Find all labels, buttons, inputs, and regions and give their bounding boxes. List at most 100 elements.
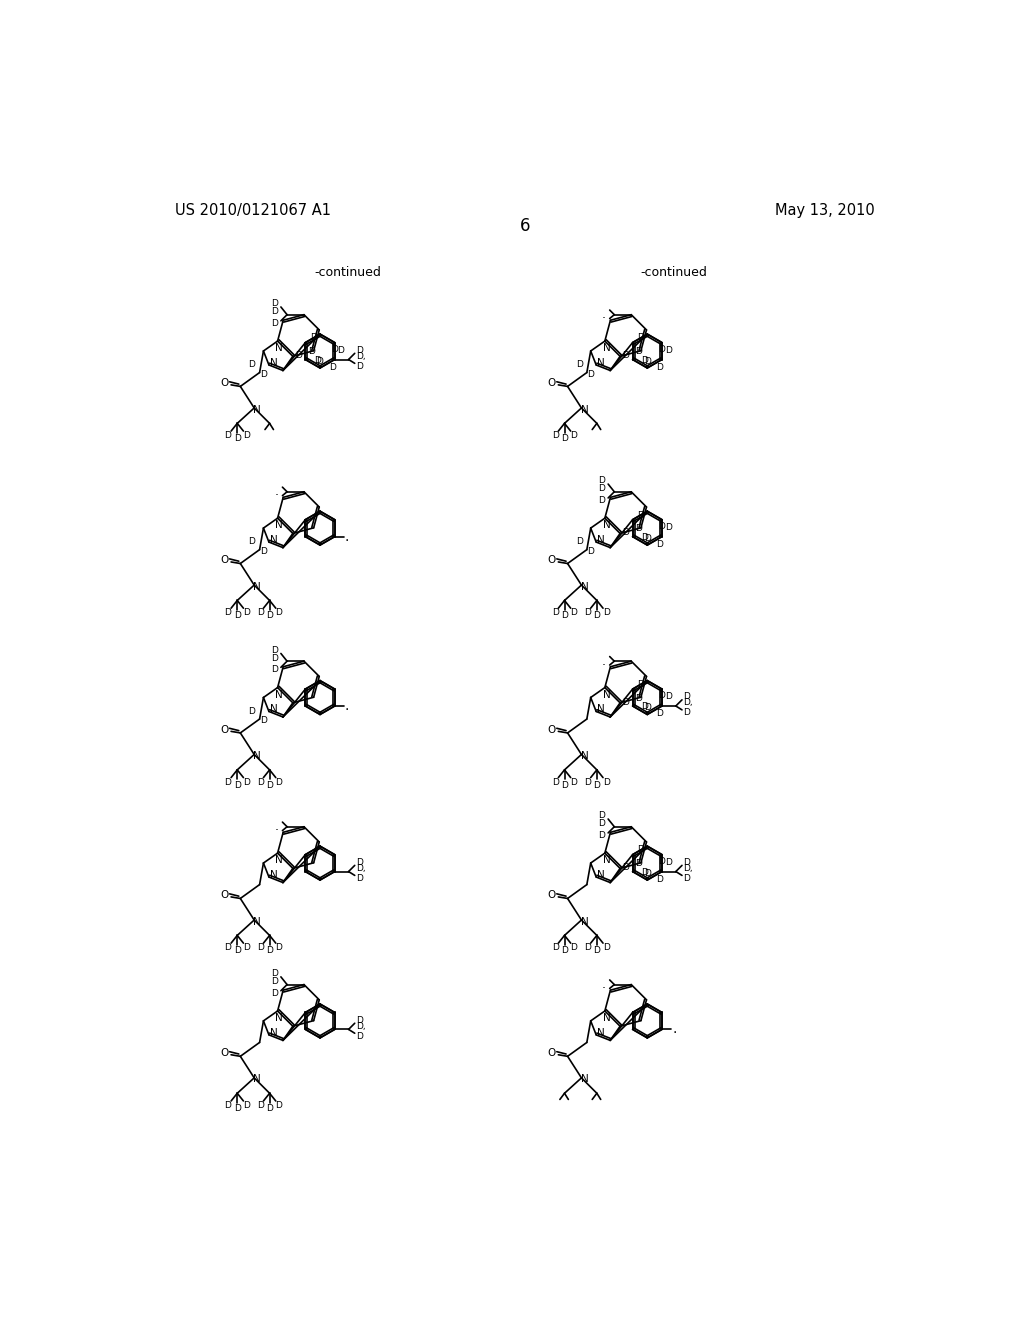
Text: D: D — [623, 351, 629, 360]
Text: D: D — [295, 351, 302, 360]
Text: D,: D, — [356, 1022, 366, 1031]
Text: D: D — [683, 692, 690, 701]
Text: D: D — [584, 609, 591, 618]
Text: D: D — [665, 346, 672, 355]
Text: D: D — [275, 609, 283, 618]
Text: D: D — [603, 944, 609, 952]
Text: D: D — [561, 780, 568, 789]
Text: N: N — [253, 582, 261, 591]
Text: D: D — [623, 698, 629, 706]
Text: N: N — [269, 704, 278, 714]
Text: D: D — [332, 345, 338, 354]
Text: D: D — [260, 546, 267, 556]
Text: .: . — [601, 978, 605, 991]
Text: D: D — [603, 777, 609, 787]
Text: O: O — [220, 556, 228, 565]
Text: N: N — [602, 855, 610, 865]
Text: D: D — [599, 496, 605, 504]
Text: D: D — [275, 1101, 283, 1110]
Text: .: . — [601, 655, 605, 668]
Text: N: N — [275, 520, 283, 531]
Text: N: N — [597, 358, 605, 368]
Text: D: D — [338, 346, 344, 355]
Text: D: D — [584, 944, 591, 952]
Text: .: . — [601, 308, 605, 321]
Text: O: O — [220, 379, 228, 388]
Text: D: D — [594, 946, 600, 956]
Text: D: D — [635, 694, 642, 702]
Text: D: D — [266, 946, 273, 956]
Text: D: D — [575, 360, 583, 370]
Text: D: D — [599, 477, 605, 486]
Text: N: N — [602, 689, 610, 700]
Text: D: D — [316, 356, 324, 366]
Text: D: D — [243, 1101, 250, 1110]
Text: D: D — [271, 969, 279, 978]
Text: O: O — [220, 1048, 228, 1059]
Text: D: D — [552, 609, 559, 618]
Text: D: D — [658, 345, 666, 354]
Text: D: D — [637, 511, 644, 520]
Text: N: N — [597, 535, 605, 545]
Text: D,: D, — [683, 865, 693, 873]
Text: N: N — [253, 916, 261, 927]
Text: -continued: -continued — [641, 265, 708, 279]
Text: D: D — [271, 653, 279, 663]
Text: D: D — [356, 1015, 362, 1024]
Text: D: D — [658, 857, 666, 866]
Text: D: D — [570, 432, 578, 440]
Text: -continued: -continued — [314, 265, 381, 279]
Text: N: N — [253, 404, 261, 414]
Text: D: D — [275, 777, 283, 787]
Text: D: D — [623, 528, 629, 537]
Text: D: D — [356, 858, 362, 867]
Text: D: D — [570, 944, 578, 952]
Text: N: N — [581, 1074, 589, 1085]
Text: D: D — [594, 780, 600, 789]
Text: D: D — [266, 611, 273, 620]
Text: N: N — [581, 404, 589, 414]
Text: D: D — [552, 432, 559, 440]
Text: D: D — [249, 537, 255, 546]
Text: D: D — [552, 777, 559, 787]
Text: D: D — [243, 609, 250, 618]
Text: D: D — [257, 1101, 264, 1110]
Text: .: . — [274, 820, 279, 833]
Text: D: D — [599, 484, 605, 494]
Text: D: D — [656, 540, 664, 549]
Text: D: D — [575, 537, 583, 546]
Text: D: D — [637, 334, 644, 342]
Text: D: D — [656, 709, 664, 718]
Text: N: N — [275, 1012, 283, 1023]
Text: D: D — [233, 946, 241, 956]
Text: D: D — [656, 363, 664, 372]
Text: D,: D, — [356, 865, 366, 873]
Text: D: D — [599, 830, 605, 840]
Text: D: D — [587, 546, 594, 556]
Text: O: O — [547, 379, 556, 388]
Text: D: D — [683, 709, 690, 718]
Text: O: O — [547, 725, 556, 735]
Text: O: O — [547, 891, 556, 900]
Text: D: D — [271, 300, 279, 309]
Text: N: N — [275, 689, 283, 700]
Text: 6: 6 — [519, 218, 530, 235]
Text: D: D — [249, 706, 255, 715]
Text: N: N — [597, 704, 605, 714]
Text: D: D — [243, 777, 250, 787]
Text: N: N — [581, 582, 589, 591]
Text: D: D — [271, 977, 279, 986]
Text: D: D — [329, 363, 336, 372]
Text: D: D — [271, 989, 279, 998]
Text: D: D — [642, 356, 648, 364]
Text: D: D — [356, 362, 362, 371]
Text: D: D — [561, 434, 568, 444]
Text: D: D — [233, 611, 241, 620]
Text: D: D — [561, 946, 568, 956]
Text: D: D — [314, 356, 322, 364]
Text: D: D — [243, 432, 250, 440]
Text: D: D — [594, 611, 600, 620]
Text: D: D — [356, 1032, 362, 1041]
Text: D: D — [266, 780, 273, 789]
Text: D: D — [635, 524, 642, 533]
